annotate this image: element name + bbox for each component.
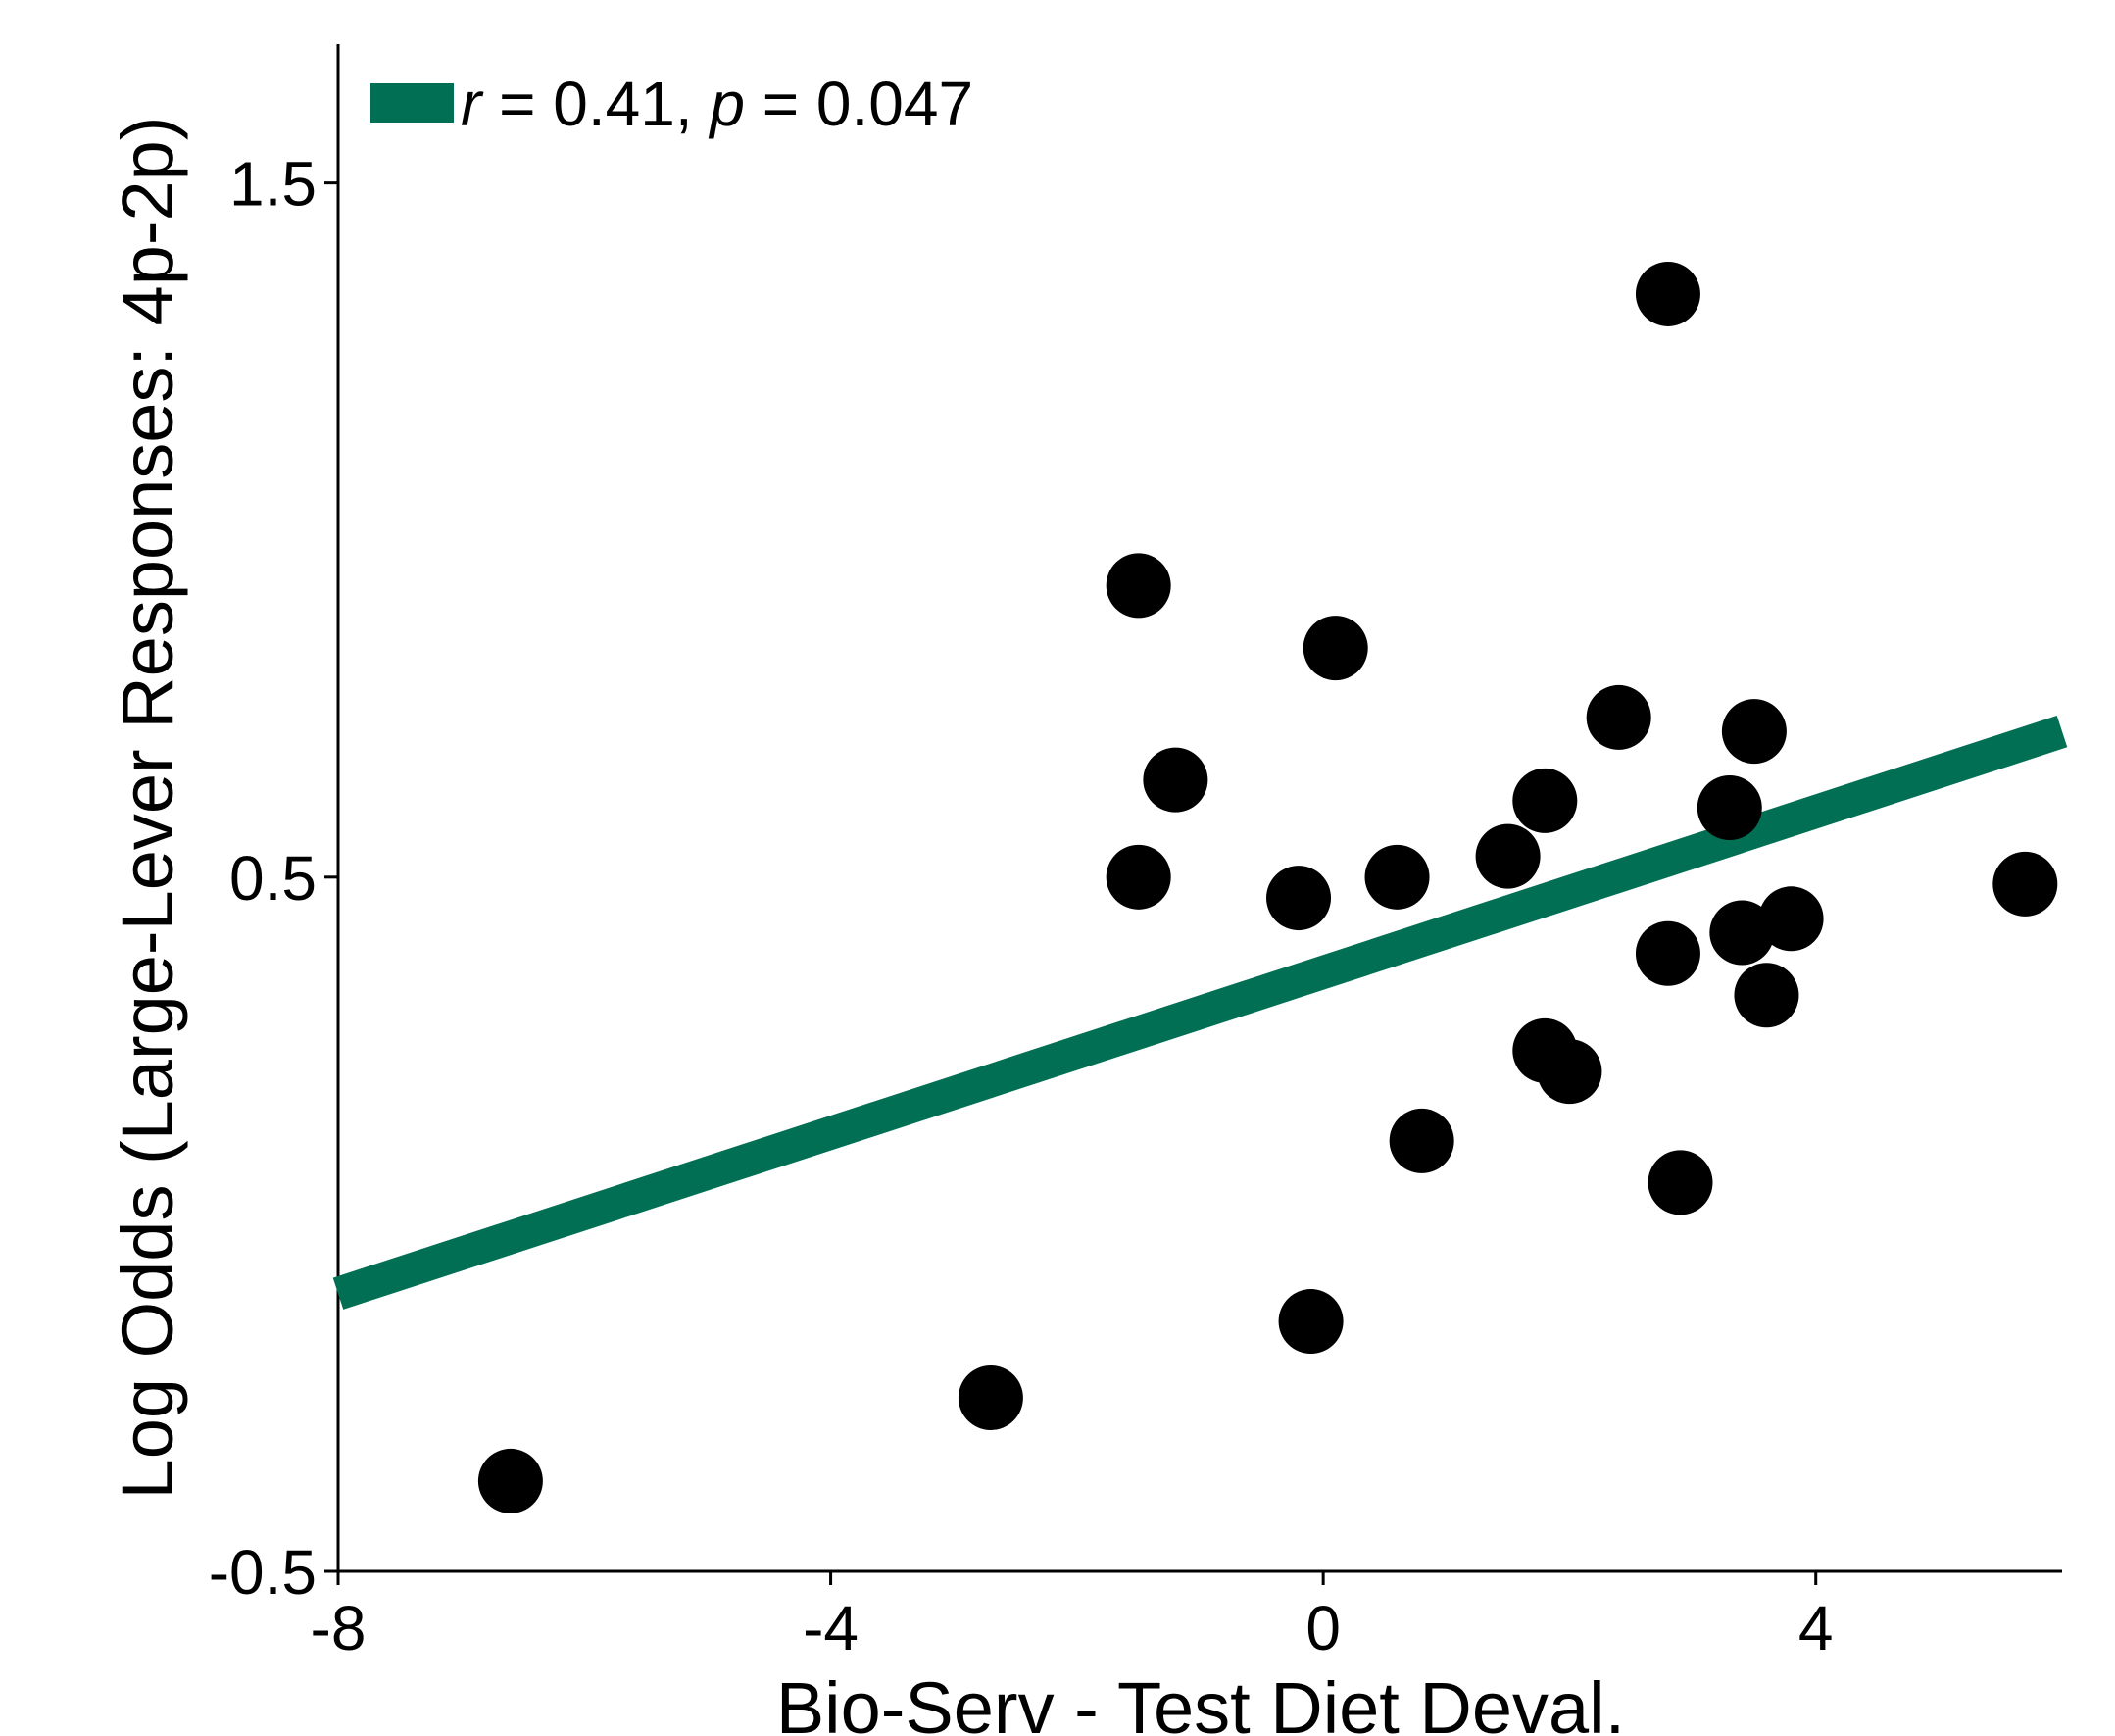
data-point xyxy=(1734,963,1799,1028)
y-tick-label: 1.5 xyxy=(229,149,317,220)
regression-line xyxy=(332,715,2068,1310)
data-point xyxy=(1143,747,1208,813)
data-point xyxy=(1266,866,1332,931)
y-tick-label: -0.5 xyxy=(209,1537,317,1608)
data-point xyxy=(1709,900,1775,966)
plot-area xyxy=(336,44,2062,1573)
data-point xyxy=(1303,616,1368,681)
legend-p-value: = 0.047 xyxy=(745,69,973,139)
data-point xyxy=(1635,261,1700,326)
legend: r = 0.41, p = 0.047 xyxy=(370,69,973,139)
data-point xyxy=(1586,684,1651,750)
x-tick-label: 4 xyxy=(1798,1593,1834,1663)
data-point xyxy=(477,1448,543,1513)
data-point xyxy=(1648,1150,1713,1215)
data-point xyxy=(1389,1108,1454,1173)
legend-swatch xyxy=(370,83,454,123)
fit-line-layer xyxy=(332,715,2068,1310)
points-layer xyxy=(477,261,2058,1513)
data-point xyxy=(1106,844,1171,910)
x-axis-title: Bio-Serv - Test Diet Deval. xyxy=(776,1667,1625,1736)
data-point xyxy=(1992,851,2058,917)
data-point xyxy=(1278,1289,1344,1355)
data-point xyxy=(1537,1039,1602,1105)
x-tick-label: -8 xyxy=(311,1593,367,1663)
data-point xyxy=(1364,844,1430,910)
data-point xyxy=(1106,553,1171,619)
y-tick-label: 0.5 xyxy=(229,843,317,914)
data-point xyxy=(1758,886,1824,952)
legend-p-symbol: p xyxy=(708,69,745,139)
data-point xyxy=(1635,920,1700,986)
legend-r-value: = 0.41, xyxy=(481,69,710,139)
data-point xyxy=(1475,823,1541,889)
legend-label: r = 0.41, p = 0.047 xyxy=(461,69,973,139)
data-point xyxy=(1512,768,1578,833)
ticks-layer: -8 -4 0 4 -0.5 0.5 1.5 xyxy=(209,149,1834,1663)
data-point xyxy=(958,1364,1023,1430)
data-point xyxy=(1697,775,1762,840)
x-tick-label: -4 xyxy=(803,1593,859,1663)
data-point xyxy=(1721,699,1787,765)
legend-r-symbol: r xyxy=(461,69,484,139)
y-axis-title: Log Odds (Large-Lever Responses: 4p-2p) xyxy=(107,117,188,1500)
x-tick-label: 0 xyxy=(1305,1593,1341,1663)
